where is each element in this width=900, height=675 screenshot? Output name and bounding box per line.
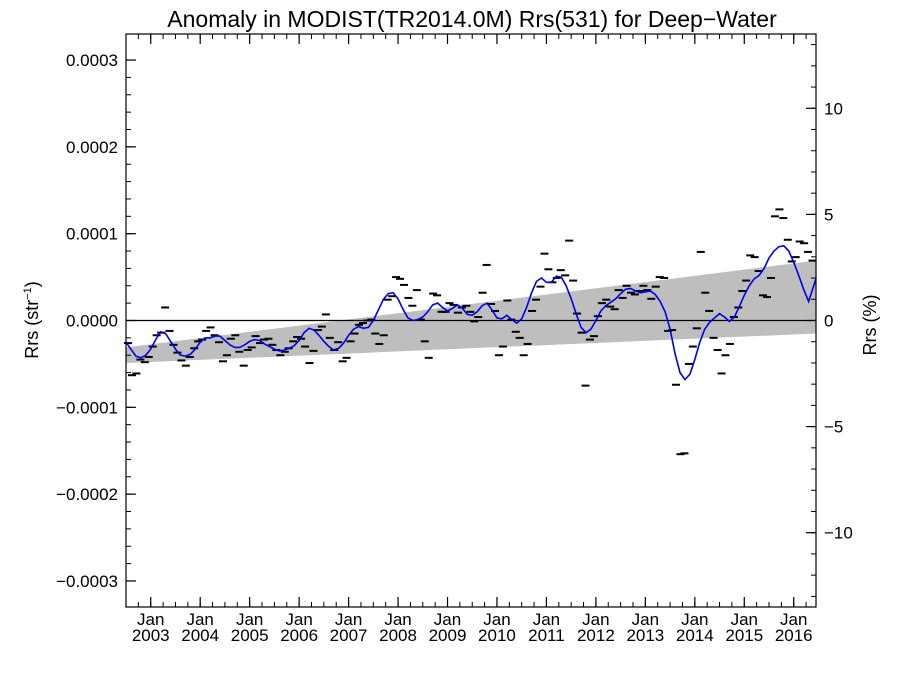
plot-area (123, 33, 817, 608)
x-tick-label-month: Jan (384, 610, 411, 629)
x-axis: Jan2003Jan2004Jan2005Jan2006Jan2007Jan20… (125, 34, 813, 645)
x-tick-label-year: 2009 (429, 626, 467, 645)
y-tick-label-right: −5 (824, 418, 843, 437)
x-tick-label-month: Jan (137, 610, 164, 629)
y-tick-label-right: 0 (824, 312, 833, 331)
y-tick-label-left: −0.0001 (56, 398, 118, 417)
x-tick-label-year: 2005 (231, 626, 269, 645)
x-tick-label-year: 2011 (528, 626, 565, 645)
monthly-points (123, 208, 817, 456)
y-tick-label-right: −10 (824, 524, 853, 543)
x-tick-label-year: 2016 (775, 626, 813, 645)
y-tick-label-left: 0.0003 (66, 51, 118, 70)
y-axis-right-label: Rrs (%) (860, 295, 880, 356)
y-tick-label-right: 5 (824, 205, 833, 224)
x-tick-label-month: Jan (285, 610, 312, 629)
x-tick-label-year: 2004 (181, 626, 219, 645)
x-tick-label-month: Jan (780, 610, 807, 629)
y-tick-label-left: −0.0002 (56, 485, 118, 504)
x-tick-label-month: Jan (533, 610, 560, 629)
smoothed-line (125, 244, 817, 381)
x-tick-label-month: Jan (236, 610, 263, 629)
x-tick-label-month: Jan (434, 610, 461, 629)
x-tick-label-year: 2006 (280, 626, 318, 645)
x-tick-label-year: 2015 (725, 626, 763, 645)
x-tick-label-month: Jan (335, 610, 362, 629)
x-tick-label-month: Jan (681, 610, 708, 629)
y-tick-label-right: 10 (824, 99, 843, 118)
y-tick-label-left: 0.0000 (66, 312, 118, 331)
x-tick-label-year: 2007 (330, 626, 368, 645)
x-tick-label-month: Jan (582, 610, 609, 629)
x-tick-label-year: 2003 (132, 626, 170, 645)
x-tick-label-year: 2010 (478, 626, 516, 645)
y-axis-left-label: Rrs (str−1) (22, 281, 42, 359)
x-tick-label-month: Jan (483, 610, 510, 629)
x-tick-label-month: Jan (632, 610, 659, 629)
chart-title: Anomaly in MODIST(TR2014.0M) Rrs(531) fo… (167, 6, 777, 32)
x-tick-label-year: 2012 (577, 626, 615, 645)
y-tick-label-left: 0.0002 (66, 138, 118, 157)
x-tick-label-month: Jan (731, 610, 758, 629)
y-tick-label-left: −0.0003 (56, 572, 118, 591)
x-tick-label-year: 2013 (626, 626, 664, 645)
y-axis-right: 10 5 0 −5 −10 (806, 44, 853, 597)
y-axis-left: 0.0003 0.0002 0.0001 0.0000 −0.0001 −0.0002 −0… (56, 51, 136, 591)
x-tick-label-year: 2014 (676, 626, 714, 645)
x-tick-label-year: 2008 (379, 626, 417, 645)
x-tick-label-month: Jan (186, 610, 213, 629)
y-tick-label-left: 0.0001 (66, 225, 118, 244)
